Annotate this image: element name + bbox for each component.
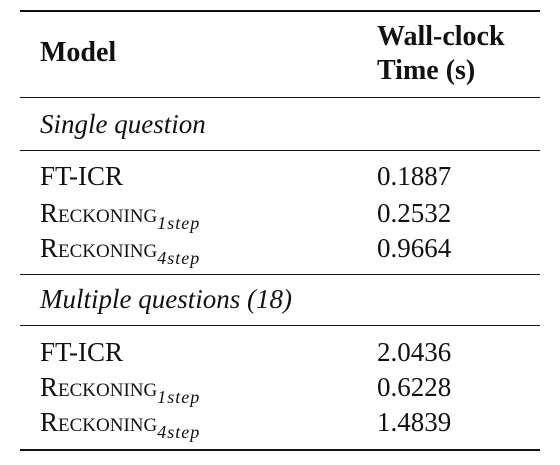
model-name: Reckoning: [40, 198, 158, 228]
section-rule-multiple: [20, 325, 540, 326]
row-time: 2.0436: [377, 337, 452, 367]
section-divider: [20, 274, 540, 275]
section-title-single: Single question: [40, 109, 206, 139]
row-model: Reckoning1step: [40, 197, 200, 233]
model-name: Reckoning: [40, 372, 158, 402]
row-time: 0.9664: [377, 233, 452, 263]
model-subscript: 4step: [157, 248, 201, 268]
top-rule: [20, 10, 540, 12]
results-table: Model Wall-clock Time (s) Single questio…: [20, 0, 540, 465]
bottom-rule: [20, 449, 540, 451]
header-time-line1: Wall-clock: [377, 21, 505, 52]
header-time-line2: Time (s): [377, 55, 476, 86]
row-model: FT-ICR: [40, 161, 124, 191]
row-time: 0.1887: [377, 161, 452, 191]
row-model: Reckoning1step: [40, 371, 200, 407]
model-name: Reckoning: [40, 233, 158, 263]
row-time: 1.4839: [377, 407, 452, 437]
section-rule-single: [20, 150, 540, 151]
header-rule: [20, 97, 540, 98]
model-subscript: 1step: [157, 213, 201, 233]
row-model: Reckoning4step: [40, 232, 200, 268]
model-subscript: 1step: [157, 387, 201, 407]
header-model: Model: [40, 37, 117, 68]
row-time: 0.2532: [377, 198, 452, 228]
row-model: Reckoning4step: [40, 406, 200, 442]
model-subscript: 4step: [157, 422, 201, 442]
row-model: FT-ICR: [40, 337, 124, 367]
row-time: 0.6228: [377, 372, 452, 402]
model-name: Reckoning: [40, 407, 158, 437]
section-title-multiple: Multiple questions (18): [40, 284, 292, 314]
